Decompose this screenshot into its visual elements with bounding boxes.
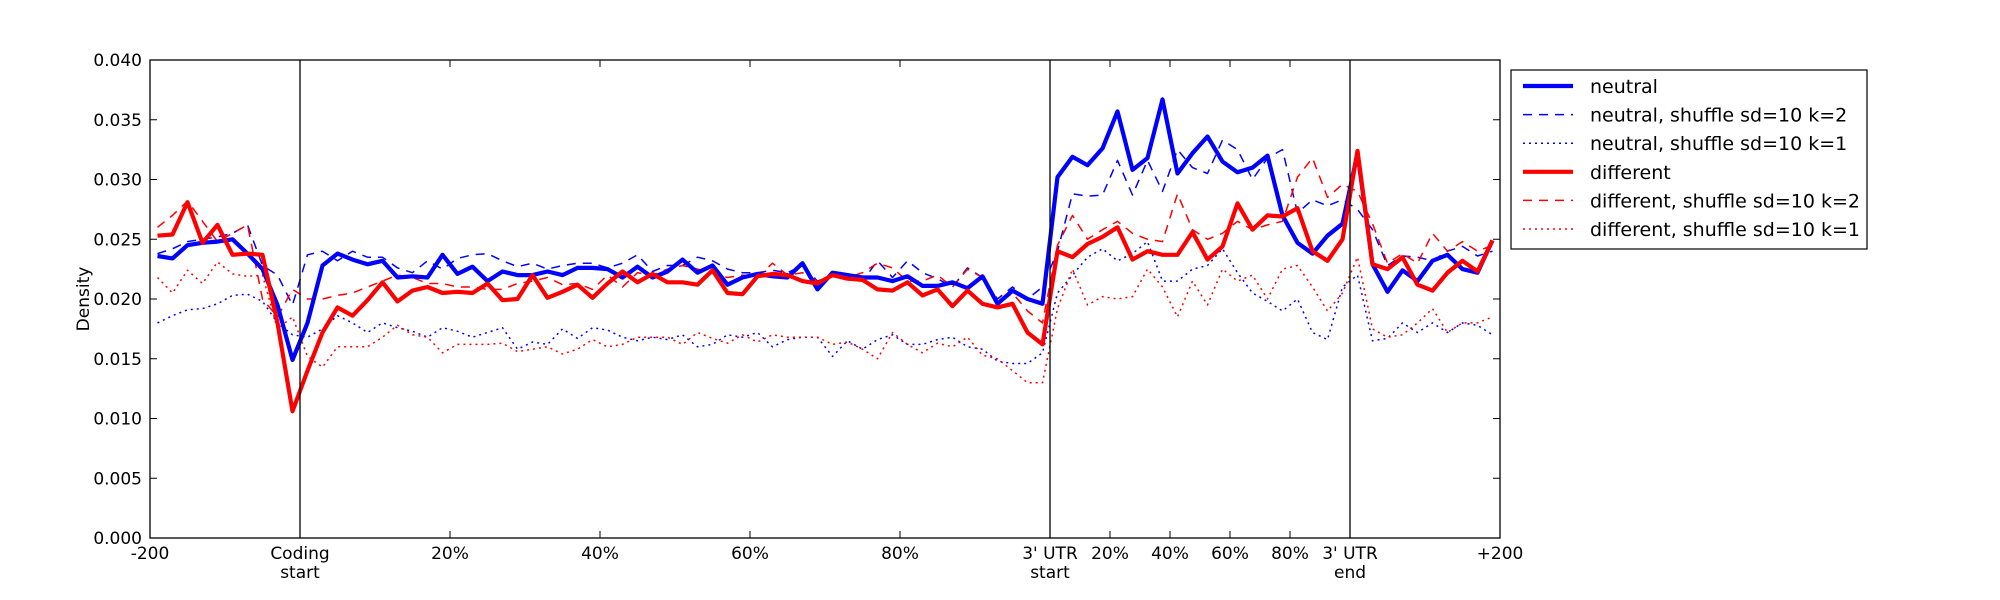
legend-item: different, shuffle sd=10 k=1 bbox=[1523, 219, 1860, 241]
y-tick-label: 0.040 bbox=[93, 51, 142, 71]
series-line-neutral-shuffle-sd-10-k-1 bbox=[157, 240, 1493, 365]
x-tick-label: 40% bbox=[1151, 544, 1189, 564]
series-layer bbox=[156, 97, 1495, 414]
series-line-different-shuffle-sd-10-k-2 bbox=[157, 157, 1493, 324]
x-tick-label: +200 bbox=[1477, 544, 1524, 564]
y-tick-label: 0.010 bbox=[93, 410, 142, 430]
x-tick-label: 60% bbox=[1211, 544, 1249, 564]
legend-label: different, shuffle sd=10 k=2 bbox=[1590, 190, 1860, 212]
y-tick-label: 0.000 bbox=[93, 529, 142, 549]
x-tick-label: 3' UTR bbox=[1322, 544, 1378, 564]
x-tick-label: 20% bbox=[431, 544, 469, 564]
legend-label: different, shuffle sd=10 k=1 bbox=[1590, 219, 1860, 241]
y-tick-label: 0.020 bbox=[93, 290, 142, 310]
x-tick-label: Coding bbox=[270, 544, 329, 564]
legend-frame bbox=[1510, 69, 1868, 250]
x-tick-label: end bbox=[1334, 563, 1366, 583]
x-tick-label: -200 bbox=[131, 544, 170, 564]
region-boundaries bbox=[299, 60, 1351, 538]
x-tick-label: 3' UTR bbox=[1022, 544, 1078, 564]
x-tick-label: 40% bbox=[581, 544, 619, 564]
series-line-neutral bbox=[157, 97, 1495, 362]
x-tick-label: 60% bbox=[731, 544, 769, 564]
y-tick-label: 0.030 bbox=[93, 171, 142, 191]
plot-frame bbox=[149, 59, 1501, 539]
legend: neutral neutral, shuffle sd=10 k=2 neutral… bbox=[1510, 69, 1868, 250]
y-tick-label: 0.035 bbox=[93, 111, 142, 131]
legend-label: neutral, shuffle sd=10 k=2 bbox=[1590, 105, 1847, 127]
x-tick-label: 80% bbox=[1271, 544, 1309, 564]
legend-label: neutral bbox=[1590, 76, 1658, 98]
legend-item: different bbox=[1523, 162, 1671, 184]
legend-item: neutral bbox=[1523, 76, 1658, 98]
y-tick-label: 0.005 bbox=[93, 469, 142, 489]
series-line-different-shuffle-sd-10-k-1 bbox=[156, 256, 1493, 384]
legend-label: neutral, shuffle sd=10 k=1 bbox=[1590, 133, 1847, 155]
y-axis-label: Density bbox=[74, 267, 94, 332]
legend-item: neutral, shuffle sd=10 k=1 bbox=[1523, 133, 1847, 155]
x-tick-label: start bbox=[280, 563, 320, 583]
x-tick-label: start bbox=[1030, 563, 1070, 583]
x-tick-label: 20% bbox=[1091, 544, 1129, 564]
legend-item: different, shuffle sd=10 k=2 bbox=[1523, 190, 1860, 212]
legend-label: different bbox=[1590, 162, 1671, 184]
series-line-different bbox=[157, 148, 1495, 414]
axis-ticks: 0.000 0.005 0.010 0.015 0.020 0.025 0.030 0.035… bbox=[93, 51, 1523, 583]
x-tick-label: 80% bbox=[881, 544, 919, 564]
legend-item: neutral, shuffle sd=10 k=2 bbox=[1523, 105, 1847, 127]
y-tick-label: 0.025 bbox=[93, 230, 142, 250]
series-line-neutral-shuffle-sd-10-k-2 bbox=[157, 139, 1493, 306]
y-tick-label: 0.015 bbox=[93, 350, 142, 370]
